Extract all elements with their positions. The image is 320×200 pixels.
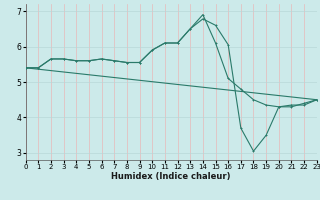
X-axis label: Humidex (Indice chaleur): Humidex (Indice chaleur)	[111, 172, 231, 181]
